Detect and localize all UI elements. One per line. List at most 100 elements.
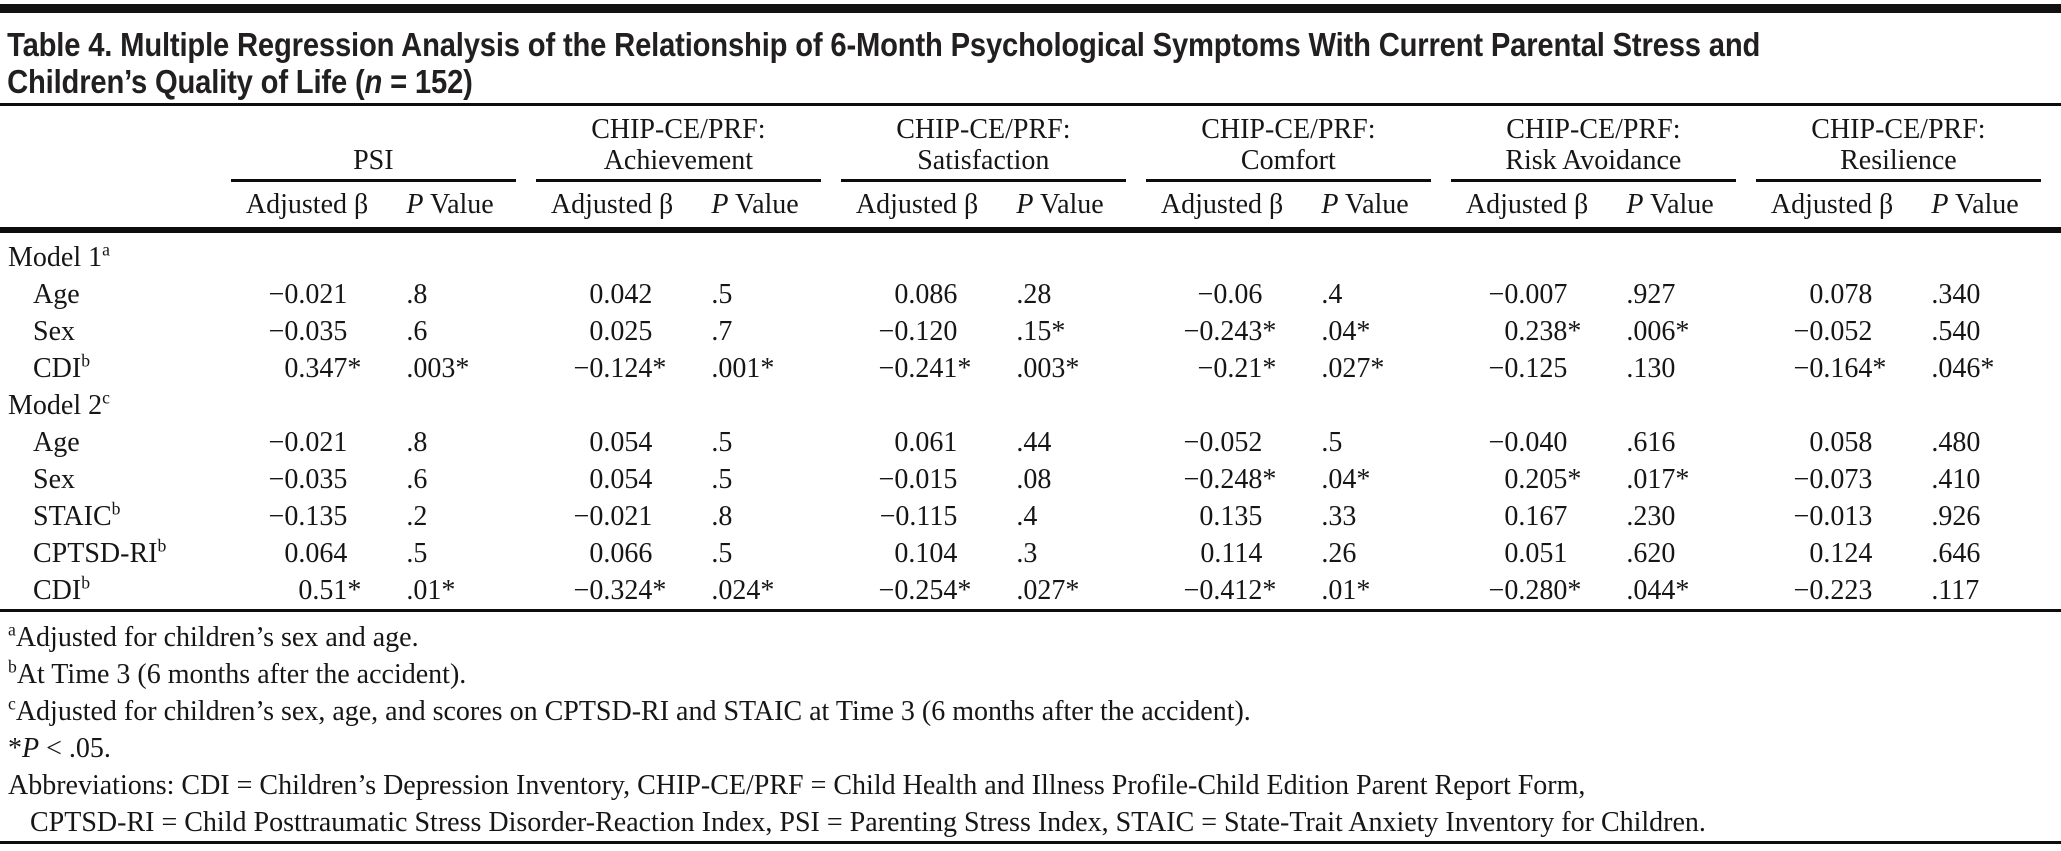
- p-value-cell: .017*: [1626, 464, 1690, 495]
- table-title: Table 4. Multiple Regression Analysis of…: [0, 13, 2061, 100]
- beta-cell: −0.135: [268, 501, 348, 532]
- beta-cell: 0.058: [1809, 427, 1873, 458]
- footnote-marker: b: [81, 350, 91, 371]
- p-value-cell: .340: [1931, 279, 1981, 310]
- footnote-line: Abbreviations: CDI = Children’s Depressi…: [8, 770, 1586, 801]
- beta-cell: −0.280*: [1450, 572, 1604, 612]
- p-value-cell: .5: [1321, 427, 1343, 458]
- p-value-cell: .44: [1016, 427, 1052, 458]
- p-value-cell: .003*: [1016, 353, 1080, 384]
- subheader-p-value: P Value: [383, 182, 536, 233]
- beta-cell: −0.248*: [1183, 464, 1277, 495]
- table-title-line2: Children’s Quality of Life (n = 152): [7, 63, 473, 100]
- beta-cell: −0.073: [1793, 464, 1873, 495]
- p-value-cell: .620: [1626, 538, 1676, 569]
- p-value-cell: .5: [406, 538, 428, 569]
- subheader-adjusted-beta: Adjusted β: [840, 182, 994, 233]
- p-value-cell: .15*: [1016, 316, 1066, 347]
- beta-cell: 0.064: [284, 538, 348, 569]
- p-value-cell: .6: [406, 316, 428, 347]
- table-row: Age −0.021 .8 0.042 .5 0.086 .28 −0.06 .4 −0.007.…: [0, 276, 2061, 313]
- row-label: CDIb: [0, 572, 231, 612]
- beta-cell: −0.412*: [1145, 572, 1299, 612]
- table-title-line1: Table 4. Multiple Regression Analysis of…: [7, 26, 1761, 63]
- beta-cell: 0.054: [589, 427, 653, 458]
- table-body: Model 1a Age −0.021 .8 0.042 .5 0.086 .28 −0.06.…: [0, 230, 2061, 612]
- p-value-cell: .616: [1626, 427, 1676, 458]
- table-row: CPTSD-RIb 0.064 .5 0.066 .5 0.104 .3 0.114 .26 0.…: [0, 535, 2061, 572]
- footnote-line: *P < .05.: [8, 733, 111, 764]
- footnote-marker: b: [111, 498, 121, 519]
- footnote-marker: b: [81, 572, 91, 593]
- table-row: CDIb 0.347* .003* −0.124* .001* −0.241* .003* −…: [0, 350, 2061, 387]
- p-value-cell: .130: [1626, 353, 1676, 384]
- p-value-cell: .8: [406, 427, 428, 458]
- beta-cell: −0.241*: [878, 353, 972, 384]
- group-underline: CHIP-CE/PRF: Comfort: [1145, 112, 1431, 182]
- column-group-header-risk-avoidance: CHIP-CE/PRF: Risk Avoidance: [1450, 106, 1756, 182]
- beta-cell: −0.124*: [573, 353, 667, 384]
- p-value-cell: .5: [711, 538, 733, 569]
- subheader-row: Adjusted β P Value Adjusted β P Value Ad…: [0, 182, 2061, 233]
- corner-cell: [0, 106, 231, 182]
- row-label: Sex: [33, 464, 75, 495]
- p-value-cell: .410: [1931, 464, 1981, 495]
- beta-cell: −0.21*: [1197, 353, 1277, 384]
- beta-cell: 0.347*: [284, 353, 362, 384]
- column-group-header-resilience: CHIP-CE/PRF: Resilience: [1755, 106, 2061, 182]
- beta-cell: −0.324*: [535, 572, 689, 612]
- p-value-cell: .5: [711, 464, 733, 495]
- p-value-cell: .5: [711, 427, 733, 458]
- beta-cell: 0.061: [894, 427, 958, 458]
- footnote-line: aAdjusted for children’s sex and age.: [8, 619, 419, 653]
- p-value-cell: .4: [1016, 501, 1038, 532]
- beta-cell: 0.135: [1199, 501, 1263, 532]
- beta-cell: −0.052: [1793, 316, 1873, 347]
- beta-cell: 0.051: [1504, 538, 1568, 569]
- subheader-p-value: P Value: [1298, 182, 1451, 233]
- p-value-cell: .4: [1321, 279, 1343, 310]
- beta-cell: 0.51*: [230, 572, 384, 612]
- p-value-cell: .3: [1016, 538, 1038, 569]
- footnote-marker: a: [102, 239, 110, 260]
- beta-cell: −0.021: [268, 427, 348, 458]
- beta-cell: −0.120: [878, 316, 958, 347]
- p-value-cell: .04*: [1321, 464, 1371, 495]
- beta-cell: −0.035: [268, 464, 348, 495]
- bottom-rule: [0, 841, 2061, 844]
- subheader-p-value: P Value: [688, 182, 841, 233]
- subheader-p-value: P Value: [993, 182, 1146, 233]
- p-value-cell: .01*: [383, 572, 536, 612]
- p-value-cell: .6: [406, 464, 428, 495]
- beta-cell: 0.078: [1809, 279, 1873, 310]
- title-rule: [0, 103, 2061, 106]
- p-value-cell: .230: [1626, 501, 1676, 532]
- footnote-line: cAdjusted for children’s sex, age, and s…: [8, 693, 1251, 727]
- beta-cell: 0.054: [589, 464, 653, 495]
- table-row: Sex −0.035 .6 0.054 .5 −0.015 .08 −0.248* .04* 0.…: [0, 461, 2061, 498]
- beta-cell: −0.007: [1488, 279, 1568, 310]
- footnote-marker: b: [8, 656, 17, 677]
- row-label: CDIb: [33, 350, 91, 384]
- italic-n: n: [364, 63, 383, 100]
- p-value-cell: .8: [711, 501, 733, 532]
- p-value-cell: .480: [1931, 427, 1981, 458]
- row-label: Age: [33, 427, 80, 458]
- p-value-cell: .28: [1016, 279, 1052, 310]
- subheader-adjusted-beta: Adjusted β: [1755, 182, 1909, 233]
- column-group-header-psi: PSI: [230, 106, 536, 182]
- group-underline: CHIP-CE/PRF: Risk Avoidance: [1450, 112, 1736, 182]
- row-label: Model 1a: [8, 239, 110, 273]
- beta-cell: −0.052: [1183, 427, 1263, 458]
- footnote-marker: b: [157, 535, 167, 556]
- beta-cell: −0.223: [1755, 572, 1909, 612]
- p-value-cell: .044*: [1603, 572, 1756, 612]
- p-value-cell: .926: [1931, 501, 1981, 532]
- beta-cell: −0.164*: [1793, 353, 1887, 384]
- p-value-cell: .003*: [406, 353, 470, 384]
- table-row: CDIb 0.51* .01* −0.324* .024* −0.254* .027* −0.…: [0, 572, 2061, 612]
- table-row: Model 1a: [0, 230, 2061, 276]
- beta-cell: 0.167: [1504, 501, 1568, 532]
- subheader-adjusted-beta: Adjusted β: [1450, 182, 1604, 233]
